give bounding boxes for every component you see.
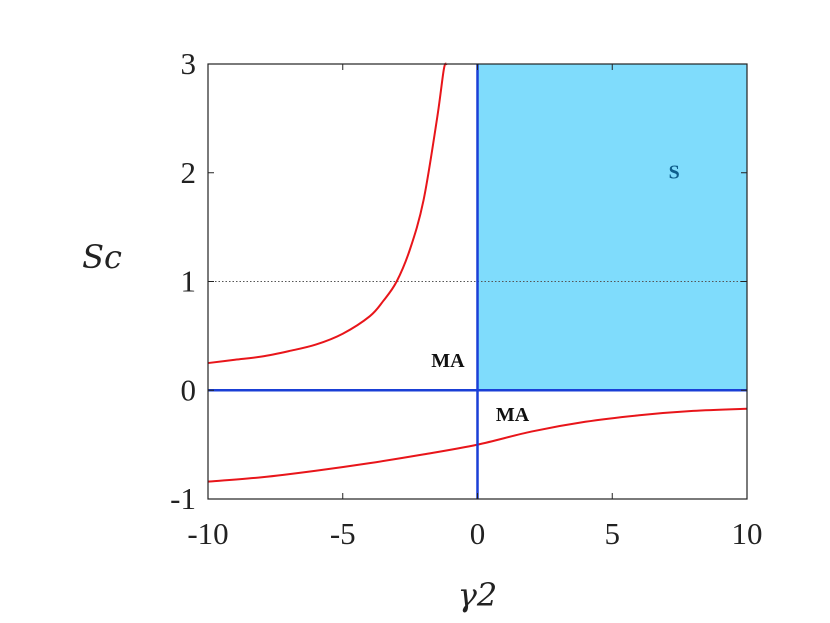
- region-label: MA: [496, 404, 530, 426]
- region-label: MA: [431, 350, 465, 372]
- x-axis-label: γ2: [458, 576, 497, 614]
- y-tick-label: -1: [170, 481, 196, 516]
- boundary-lines: [208, 64, 747, 499]
- y-tick-label: 3: [181, 46, 197, 81]
- curve-1: [207, 62, 448, 365]
- y-tick-label: 2: [181, 155, 197, 190]
- region-fills: [477, 64, 747, 391]
- y-axis-label: Sc: [82, 238, 122, 276]
- region-labels: S MA MA: [431, 162, 680, 427]
- stable-region: [477, 64, 747, 391]
- x-tick-label: -5: [330, 516, 356, 551]
- region-label: S: [669, 162, 680, 184]
- x-tick-label: 10: [732, 516, 763, 551]
- x-tick-label: 0: [470, 516, 486, 551]
- x-tick-label: 5: [605, 516, 621, 551]
- y-tick-label: 0: [181, 372, 197, 407]
- x-tick-label: -10: [187, 516, 228, 551]
- y-tick-label: 1: [181, 264, 197, 299]
